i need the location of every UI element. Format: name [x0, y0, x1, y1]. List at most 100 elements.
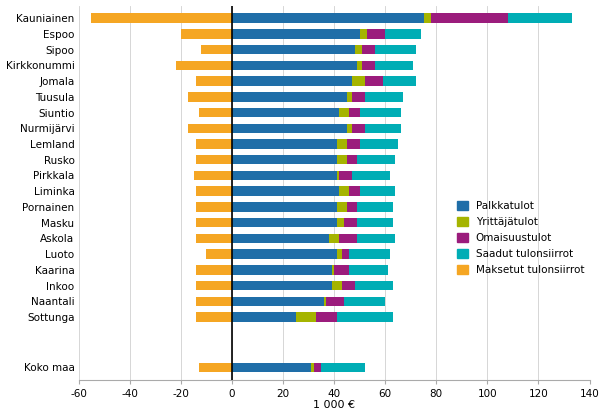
Bar [196, 155, 232, 164]
Bar [357, 155, 396, 164]
X-axis label: 1 000 €: 1 000 € [313, 401, 355, 411]
Bar [342, 281, 355, 290]
Bar [357, 218, 393, 228]
Bar [198, 363, 232, 372]
Bar [352, 124, 365, 133]
Bar [324, 297, 327, 306]
Bar [375, 61, 413, 70]
Bar [196, 77, 232, 86]
Bar [196, 281, 232, 290]
Bar [336, 202, 347, 212]
Bar [365, 77, 382, 86]
Bar [232, 108, 339, 117]
Bar [339, 108, 350, 117]
Bar [424, 13, 431, 23]
Bar [365, 124, 401, 133]
Bar [336, 250, 342, 259]
Bar [196, 265, 232, 275]
Bar [206, 250, 232, 259]
Bar [232, 312, 296, 322]
Bar [350, 265, 388, 275]
Bar [232, 13, 424, 23]
Bar [355, 45, 362, 54]
Bar [385, 29, 421, 39]
Bar [188, 124, 232, 133]
Bar [321, 363, 365, 372]
Bar [181, 29, 232, 39]
Bar [357, 234, 396, 243]
Bar [347, 139, 359, 149]
Bar [375, 45, 416, 54]
Bar [196, 202, 232, 212]
Bar [359, 186, 396, 196]
Bar [232, 234, 329, 243]
Bar [196, 234, 232, 243]
Bar [232, 77, 352, 86]
Bar [175, 61, 232, 70]
Bar [196, 312, 232, 322]
Bar [232, 92, 347, 102]
Bar [232, 124, 347, 133]
Bar [359, 139, 398, 149]
Bar [232, 281, 332, 290]
Bar [352, 171, 390, 180]
Bar [334, 265, 350, 275]
Bar [232, 265, 332, 275]
Bar [362, 45, 375, 54]
Bar [336, 312, 393, 322]
Bar [232, 139, 336, 149]
Bar [313, 363, 321, 372]
Bar [431, 13, 508, 23]
Bar [194, 171, 232, 180]
Bar [332, 265, 334, 275]
Legend: Palkkatulot, Yrittäjätulot, Omaisuustulot, Saadut tulonsiirrot, Maksetut tulonsi: Palkkatulot, Yrittäjätulot, Omaisuustulo… [457, 201, 584, 275]
Bar [359, 29, 367, 39]
Bar [347, 124, 352, 133]
Bar [357, 202, 393, 212]
Bar [352, 92, 365, 102]
Bar [339, 186, 350, 196]
Bar [296, 312, 316, 322]
Bar [232, 45, 355, 54]
Bar [382, 77, 416, 86]
Bar [365, 92, 403, 102]
Bar [91, 13, 232, 23]
Bar [350, 250, 390, 259]
Bar [362, 61, 375, 70]
Bar [347, 92, 352, 102]
Bar [339, 171, 352, 180]
Bar [316, 312, 336, 322]
Bar [201, 45, 232, 54]
Bar [336, 218, 344, 228]
Bar [198, 108, 232, 117]
Bar [350, 108, 359, 117]
Bar [355, 281, 393, 290]
Bar [232, 155, 336, 164]
Bar [339, 234, 357, 243]
Bar [188, 92, 232, 102]
Bar [232, 218, 336, 228]
Bar [196, 139, 232, 149]
Bar [347, 202, 357, 212]
Bar [336, 155, 347, 164]
Bar [196, 297, 232, 306]
Bar [332, 281, 342, 290]
Bar [232, 171, 336, 180]
Bar [336, 139, 347, 149]
Bar [347, 155, 357, 164]
Bar [232, 61, 357, 70]
Bar [232, 297, 324, 306]
Bar [196, 218, 232, 228]
Bar [311, 363, 313, 372]
Bar [329, 234, 339, 243]
Bar [232, 29, 359, 39]
Bar [336, 171, 339, 180]
Bar [344, 297, 385, 306]
Bar [344, 218, 357, 228]
Bar [508, 13, 572, 23]
Bar [350, 186, 359, 196]
Bar [357, 61, 362, 70]
Bar [232, 202, 336, 212]
Bar [232, 250, 336, 259]
Bar [327, 297, 344, 306]
